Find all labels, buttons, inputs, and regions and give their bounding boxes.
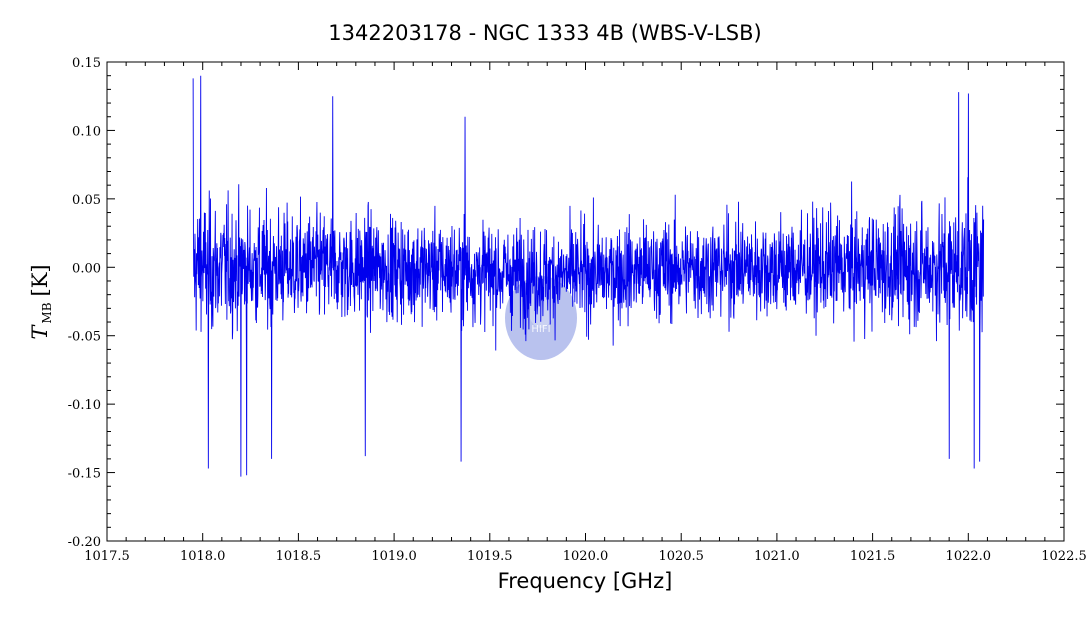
watermark-text: HIFI [531,324,550,335]
x-tick-label: 1022.0 [946,549,992,564]
x-tick-label: 1019.5 [467,549,513,564]
y-axis: -0.20 -0.15 -0.10 -0.05 0.00 0.05 0.10 0.15 [68,56,1064,550]
x-tick-label: 1021.5 [850,549,896,564]
y-tick-label: 0.00 [72,261,101,276]
x-tick-label: 1020.5 [658,549,704,564]
y-tick-label: -0.05 [68,330,101,345]
y-tick-label: -0.15 [68,467,101,482]
x-tick-label: 1018.5 [276,549,322,564]
y-tick-label: 0.10 [72,124,101,139]
x-axis: 1017.5 1018.0 1018.5 1019.0 1019.5 1020.0 1020… [84,62,1087,564]
x-tick-label: 1019.0 [371,549,417,564]
y-tick-label: -0.10 [68,398,101,413]
y-tick-label: 0.05 [72,193,101,208]
y-tick-label: -0.20 [68,535,101,550]
spectrum-line [192,75,985,477]
x-axis-label: Frequency [GHz] [498,569,673,593]
spectrum-series [192,75,985,477]
plot-frame [106,61,1065,542]
y-axis-unit: [K] [28,264,52,296]
y-axis-label: TMB [K] [28,264,54,339]
y-tick-label: 0.15 [72,56,101,71]
y-axis-subscript: MB [40,302,54,323]
x-tick-label: 1020.0 [563,549,609,564]
y-axis-symbol: T [28,324,52,340]
chart-title: 1342203178 - NGC 1333 4B (WBS-V-LSB) [328,21,761,45]
x-tick-label: 1017.5 [84,549,130,564]
x-tick-label: 1022.5 [1041,549,1087,564]
x-tick-label: 1018.0 [180,549,226,564]
x-tick-label: 1021.0 [754,549,800,564]
